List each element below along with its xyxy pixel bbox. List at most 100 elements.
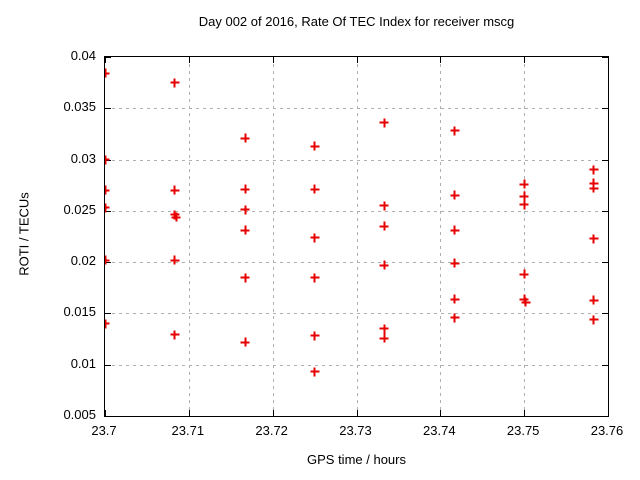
- data-point-marker: [105, 68, 110, 78]
- x-tick-label: 23.73: [339, 423, 372, 438]
- data-point-marker: [170, 210, 180, 220]
- y-gridline: [105, 313, 608, 314]
- data-point-marker: [589, 315, 599, 325]
- data-point-marker: [379, 324, 389, 334]
- y-tick-mark-right: [602, 262, 608, 263]
- data-point-marker: [379, 118, 389, 128]
- data-point-marker: [450, 190, 460, 200]
- data-point-marker: [450, 225, 460, 235]
- data-point-marker: [171, 212, 181, 222]
- y-tick-label: 0.01: [70, 355, 96, 371]
- x-gridline: [440, 57, 441, 416]
- x-tick-mark-top: [608, 57, 609, 63]
- y-tick-label: 0.04: [70, 48, 96, 63]
- y-tick-mark-left: [105, 365, 111, 366]
- data-point-marker: [170, 255, 180, 265]
- data-point-marker: [521, 297, 531, 307]
- y-tick-mark-left: [105, 108, 111, 109]
- data-point-marker: [240, 205, 250, 215]
- data-point-marker: [589, 234, 599, 244]
- y-gridline: [105, 211, 608, 212]
- data-point-marker: [519, 200, 529, 210]
- x-tick-mark-bottom: [189, 410, 190, 416]
- y-gridline: [105, 108, 608, 109]
- data-point-marker: [450, 294, 460, 304]
- y-tick-mark-right: [602, 211, 608, 212]
- data-point-marker: [310, 331, 320, 341]
- x-tick-label: 23.76: [590, 423, 624, 438]
- data-point-marker: [589, 295, 599, 305]
- data-point-marker: [105, 203, 110, 213]
- x-tick-label: 23.75: [506, 423, 540, 438]
- y-tick-label: 0.025: [63, 201, 96, 217]
- y-tick-mark-left: [105, 57, 111, 58]
- data-point-marker: [310, 273, 320, 283]
- data-point-marker: [589, 183, 599, 193]
- x-tick-mark-bottom: [357, 410, 358, 416]
- data-point-marker: [170, 330, 180, 340]
- data-point-marker: [310, 141, 320, 151]
- data-point-marker: [105, 155, 110, 165]
- data-point-marker: [310, 184, 320, 194]
- data-point-marker: [450, 313, 460, 323]
- x-tick-label: 23.72: [255, 423, 288, 438]
- x-tick-mark-top: [273, 57, 274, 63]
- x-tick-mark-top: [357, 57, 358, 63]
- y-tick-mark-left: [105, 262, 111, 263]
- data-point-marker: [519, 191, 529, 201]
- data-point-marker: [589, 165, 599, 175]
- x-gridline: [189, 57, 190, 416]
- x-tick-mark-top: [189, 57, 190, 63]
- x-gridline: [524, 57, 525, 416]
- data-point-marker: [379, 333, 389, 343]
- x-gridline: [273, 57, 274, 416]
- y-tick-mark-right: [602, 108, 608, 109]
- x-tick-mark-bottom: [608, 410, 609, 416]
- data-point-marker: [240, 337, 250, 347]
- y-tick-label: 0.005: [63, 407, 96, 422]
- data-point-marker: [379, 221, 389, 231]
- y-gridline: [105, 160, 608, 161]
- y-tick-mark-left: [105, 211, 111, 212]
- x-tick-label: 23.7: [91, 423, 117, 438]
- data-point-marker: [379, 260, 389, 270]
- x-tick-label: 23.74: [423, 423, 456, 438]
- data-point-marker: [240, 184, 250, 194]
- data-point-marker: [105, 185, 110, 195]
- y-tick-mark-right: [602, 160, 608, 161]
- plot-area: [104, 56, 609, 417]
- x-tick-label: 23.71: [171, 423, 205, 438]
- data-point-marker: [589, 178, 599, 188]
- data-point-marker: [379, 201, 389, 211]
- data-point-marker: [105, 319, 110, 329]
- data-point-marker: [240, 273, 250, 283]
- data-point-marker: [240, 133, 250, 143]
- x-tick-mark-bottom: [524, 410, 525, 416]
- x-axis-title: GPS time / hours: [307, 452, 406, 467]
- data-point-marker: [105, 255, 110, 265]
- data-point-marker: [519, 269, 529, 279]
- x-tick-mark-top: [105, 57, 106, 63]
- x-tick-mark-top: [524, 57, 525, 63]
- y-tick-label: 0.015: [63, 304, 96, 320]
- data-point-marker: [240, 225, 250, 235]
- y-tick-label: 0.02: [70, 253, 96, 269]
- y-tick-mark-left: [105, 313, 111, 314]
- x-tick-mark-bottom: [440, 410, 441, 416]
- data-point-marker: [450, 126, 460, 136]
- y-tick-label: 0.03: [70, 150, 96, 166]
- x-tick-mark-bottom: [105, 410, 106, 416]
- y-tick-mark-right: [602, 416, 608, 417]
- data-point-marker: [310, 367, 320, 377]
- data-point-marker: [519, 294, 529, 304]
- y-gridline: [105, 365, 608, 366]
- y-gridline: [105, 262, 608, 263]
- y-tick-mark-right: [602, 365, 608, 366]
- chart-title: Day 002 of 2016, Rate Of TEC Index for r…: [198, 14, 515, 29]
- data-point-marker: [450, 258, 460, 268]
- y-tick-mark-right: [602, 313, 608, 314]
- x-tick-mark-bottom: [273, 410, 274, 416]
- x-gridline: [357, 57, 358, 416]
- y-tick-label: 0.035: [63, 99, 96, 115]
